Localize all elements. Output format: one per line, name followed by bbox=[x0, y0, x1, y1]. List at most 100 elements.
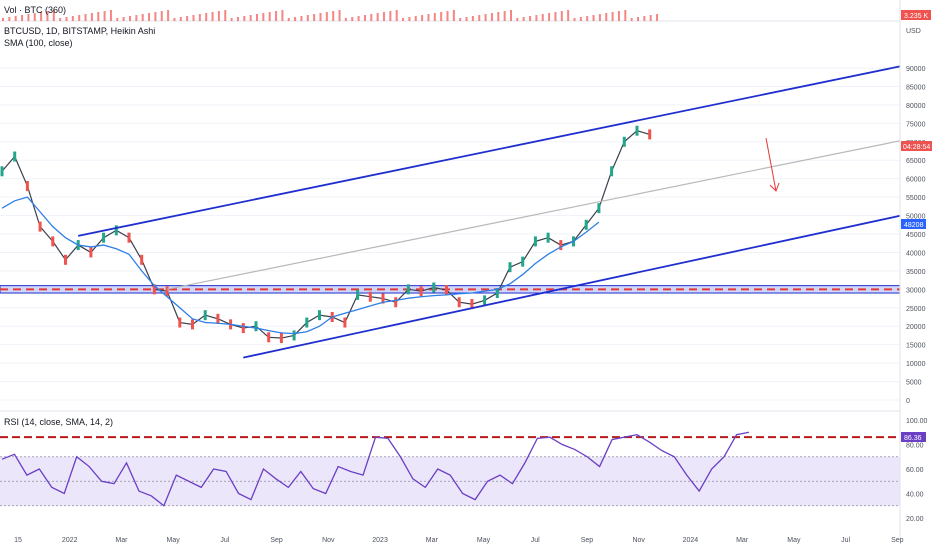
volume-bar bbox=[497, 12, 500, 21]
rsi-badge: 86.36 bbox=[901, 432, 926, 442]
price-candle bbox=[292, 330, 296, 341]
price-tick-label: 45000 bbox=[906, 232, 926, 239]
volume-bar bbox=[414, 16, 417, 21]
time-tick-label: Mar bbox=[426, 537, 439, 544]
volume-bar bbox=[421, 15, 424, 21]
price-candle bbox=[356, 289, 360, 300]
sma-badge: 48208 bbox=[901, 219, 926, 229]
volume-bar bbox=[97, 12, 100, 21]
volume-bar bbox=[167, 10, 170, 21]
price-candle bbox=[508, 262, 512, 273]
time-tick-label: Jul bbox=[220, 537, 229, 544]
price-candle bbox=[13, 151, 17, 162]
price-tick-label: 10000 bbox=[906, 361, 926, 368]
volume-bar bbox=[205, 13, 208, 21]
rsi-badge-text: 86.36 bbox=[904, 435, 922, 442]
volume-bar bbox=[484, 14, 487, 21]
volume-bar bbox=[548, 13, 551, 21]
volume-bar bbox=[529, 16, 532, 21]
volume-badge-text: 3.235 K bbox=[904, 13, 928, 20]
volume-bar bbox=[224, 10, 227, 21]
price-candle bbox=[584, 219, 588, 230]
price-axis[interactable]: 0 5000 10000 15000 20000 25000 30000 35000 40000… bbox=[906, 66, 926, 405]
price-candle bbox=[152, 284, 156, 295]
price-candle bbox=[546, 232, 550, 243]
price-candle bbox=[165, 286, 169, 297]
volume-bar bbox=[573, 18, 576, 21]
price-candle bbox=[203, 310, 207, 321]
volume-bar bbox=[319, 13, 322, 21]
volume-bar bbox=[78, 15, 81, 21]
price-candle bbox=[432, 282, 436, 293]
volume-bar bbox=[408, 17, 411, 21]
sma-badge-text: 48208 bbox=[904, 222, 924, 229]
price-tick-label: 5000 bbox=[906, 380, 922, 387]
volume-bar bbox=[630, 18, 633, 21]
volume-bar bbox=[262, 13, 265, 21]
volume-bar bbox=[503, 11, 506, 21]
price-candle bbox=[368, 291, 372, 302]
volume-bar bbox=[268, 12, 271, 21]
volume-bar bbox=[567, 10, 570, 21]
volume-bar bbox=[217, 11, 220, 21]
sma-line bbox=[1, 196, 600, 335]
time-axis[interactable]: 15 2022 Mar May Jul Sep Nov 2023 Mar May Jul Sep Nov… bbox=[14, 537, 904, 544]
currency-label: USD bbox=[906, 28, 921, 35]
time-tick-label: 2024 bbox=[683, 537, 699, 544]
volume-bar bbox=[440, 12, 443, 21]
price-candle bbox=[318, 310, 321, 321]
price-candle bbox=[559, 240, 563, 251]
time-tick-label: Jul bbox=[531, 537, 540, 544]
price-candle bbox=[406, 284, 410, 295]
price-candle bbox=[381, 293, 385, 304]
volume-bar bbox=[465, 17, 468, 21]
volume-bar bbox=[357, 16, 360, 21]
price-candle bbox=[114, 225, 118, 236]
price-tick-label: 80000 bbox=[906, 103, 926, 110]
time-tick-label: May bbox=[477, 537, 491, 544]
volume-bar bbox=[338, 10, 341, 21]
price-tick-label: 25000 bbox=[906, 306, 926, 313]
price-tick-label: 75000 bbox=[906, 121, 926, 128]
time-tick-label: Sep bbox=[581, 537, 594, 544]
symbol-line: BTCUSD, 1D, BITSTAMP, Heikin Ashi bbox=[4, 26, 155, 36]
rsi-pane bbox=[0, 431, 900, 507]
channel-upper-line bbox=[78, 65, 901, 237]
price-candle bbox=[127, 232, 131, 243]
price-candle bbox=[25, 181, 29, 192]
volume-bar bbox=[395, 10, 398, 21]
price-candle bbox=[445, 285, 448, 296]
price-candle bbox=[305, 317, 309, 328]
time-tick-label: 2023 bbox=[372, 537, 388, 544]
volume-bar bbox=[306, 15, 309, 21]
price-series-line bbox=[1, 130, 650, 339]
volume-bar bbox=[510, 10, 512, 21]
volume-bar bbox=[192, 15, 195, 21]
price-candle bbox=[648, 129, 652, 140]
rsi-tick-label: 60.00 bbox=[906, 467, 924, 474]
volume-bar bbox=[8, 17, 11, 21]
price-candle bbox=[216, 313, 220, 324]
volume-bar bbox=[325, 12, 328, 21]
price-tick-label: 60000 bbox=[906, 177, 926, 184]
volume-bar bbox=[656, 14, 659, 21]
volume-bar bbox=[173, 18, 176, 21]
price-candle bbox=[495, 288, 499, 299]
rsi-legend: RSI (14, close, SMA, 14, 2) bbox=[4, 417, 113, 427]
volume-bar bbox=[383, 12, 385, 21]
rsi-axis[interactable]: 20.00 40.00 60.00 80.00 100.00 bbox=[906, 418, 928, 523]
volume-bar bbox=[14, 16, 17, 21]
volume-bar bbox=[637, 17, 639, 21]
time-tick-label: 15 bbox=[14, 537, 22, 544]
time-tick-label: May bbox=[167, 537, 181, 544]
price-candle bbox=[279, 333, 283, 344]
volume-bar bbox=[275, 11, 278, 21]
time-tick-label: Nov bbox=[322, 537, 335, 544]
price-candle bbox=[533, 236, 537, 247]
volume-bar bbox=[402, 18, 405, 21]
volume-bar bbox=[376, 13, 379, 21]
volume-bar bbox=[243, 16, 246, 21]
volume-bar bbox=[433, 13, 436, 21]
volume-bar bbox=[605, 13, 608, 21]
